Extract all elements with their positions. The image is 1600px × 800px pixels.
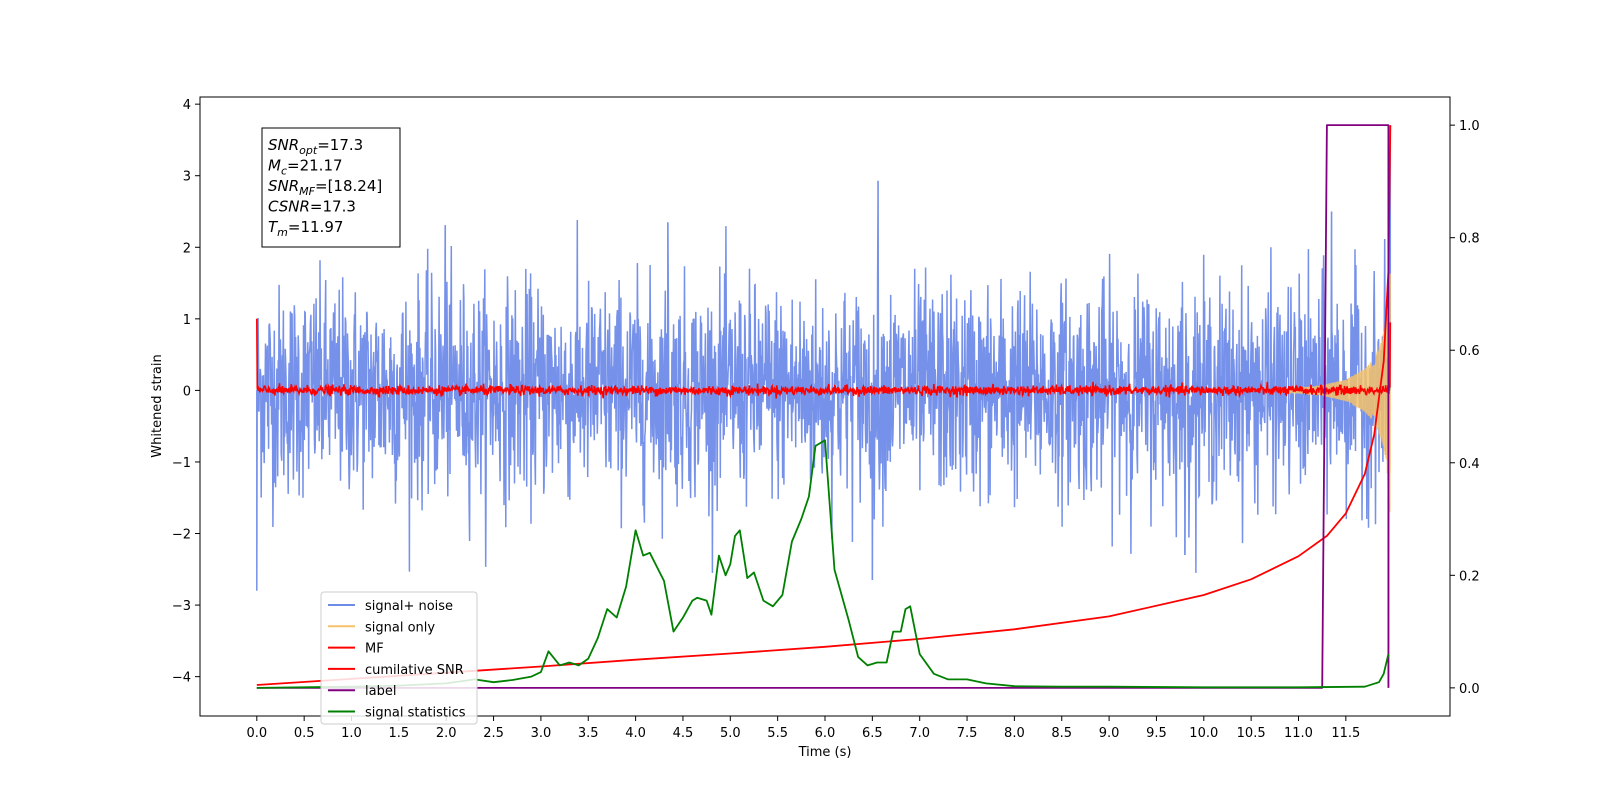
x-tick-label: 5.5 xyxy=(767,726,788,741)
y-axis-label: Whitened strain xyxy=(150,354,165,457)
parameter-annotation-box: SNRopt=17.3Mc=21.17SNRMF=[18.24]CSNR=17.… xyxy=(261,127,401,248)
annotation-frame xyxy=(261,127,401,248)
x-tick-label: 8.5 xyxy=(1051,726,1072,741)
x-tick-label: 1.0 xyxy=(341,726,362,741)
legend-label: label xyxy=(365,684,396,699)
legend-label: signal+ noise xyxy=(365,599,453,614)
x-tick-label: 6.5 xyxy=(862,726,883,741)
annotation-line: CSNR=17.3 xyxy=(268,198,356,216)
legend-label: signal statistics xyxy=(365,706,466,721)
annotation-line: SNRopt=17.3 xyxy=(268,136,363,157)
x-tick-label: 3.0 xyxy=(531,726,552,741)
y-tick-label: −2 xyxy=(172,528,191,543)
y2-tick-label: 1.0 xyxy=(1459,119,1480,134)
legend-label: cumilative SNR xyxy=(365,663,464,678)
annotation-line: Tm=11.97 xyxy=(268,218,343,239)
x-tick-label: 9.5 xyxy=(1146,726,1167,741)
y-tick-label: −4 xyxy=(172,671,191,686)
y-tick-label: 3 xyxy=(183,170,191,185)
x-tick-label: 6.0 xyxy=(815,726,836,741)
legend-label: MF xyxy=(365,642,384,657)
x-tick-label: 8.0 xyxy=(1004,726,1025,741)
y-axis-right: 1.0 0.8 0.6 0.4 0.2 0.0 xyxy=(1450,119,1480,697)
plot-area xyxy=(256,124,1392,689)
x-tick-label: 11.5 xyxy=(1331,726,1360,741)
x-tick-label: 0.0 xyxy=(246,726,267,741)
y2-tick-label: 0.6 xyxy=(1459,344,1480,359)
legend: signal+ noise signal only MF cumilative SNR… xyxy=(320,591,478,725)
x-tick-label: 7.5 xyxy=(957,726,978,741)
x-tick-label: 10.0 xyxy=(1189,726,1218,741)
legend-label: signal only xyxy=(365,620,435,635)
x-tick-label: 7.0 xyxy=(909,726,930,741)
y-tick-label: −1 xyxy=(172,456,191,471)
y2-tick-label: 0.0 xyxy=(1459,682,1480,697)
series-label xyxy=(256,124,1390,689)
x-axis: 0.0 0.5 1.0 1.5 2.0 2.5 3.0 3.5 4.0 4.5 5.0 5.5 6.0 6… xyxy=(246,716,1360,741)
series-mf xyxy=(256,318,1392,399)
y-tick-label: 0 xyxy=(183,384,191,399)
x-tick-label: 2.5 xyxy=(483,726,504,741)
x-axis-label: Time (s) xyxy=(798,745,852,760)
x-tick-label: 1.5 xyxy=(389,726,410,741)
annotation-line: SNRMF=[18.24] xyxy=(268,177,382,198)
y-tick-label: 4 xyxy=(183,98,191,113)
y-tick-label: 2 xyxy=(183,241,191,256)
x-tick-label: 2.0 xyxy=(436,726,457,741)
y2-tick-label: 0.8 xyxy=(1459,232,1480,247)
x-tick-label: 4.0 xyxy=(625,726,646,741)
y-tick-label: −3 xyxy=(172,599,191,614)
x-tick-label: 3.5 xyxy=(578,726,599,741)
x-tick-label: 9.0 xyxy=(1099,726,1120,741)
x-tick-label: 4.5 xyxy=(673,726,694,741)
series-signal-statistics xyxy=(256,439,1390,689)
x-tick-label: 0.5 xyxy=(294,726,315,741)
y2-tick-label: 0.2 xyxy=(1459,569,1480,584)
series-cumilative-snr xyxy=(256,125,1392,686)
x-tick-label: 10.5 xyxy=(1237,726,1266,741)
legend-frame xyxy=(320,591,478,725)
x-tick-label: 5.0 xyxy=(720,726,741,741)
y2-tick-label: 0.4 xyxy=(1459,457,1480,472)
x-tick-label: 11.0 xyxy=(1284,726,1313,741)
annotation-line: Mc=21.17 xyxy=(268,157,343,178)
y-axis-left: 4 3 2 1 0 −1 −2 −3 −4 xyxy=(172,98,200,686)
y-tick-label: 1 xyxy=(183,313,191,328)
